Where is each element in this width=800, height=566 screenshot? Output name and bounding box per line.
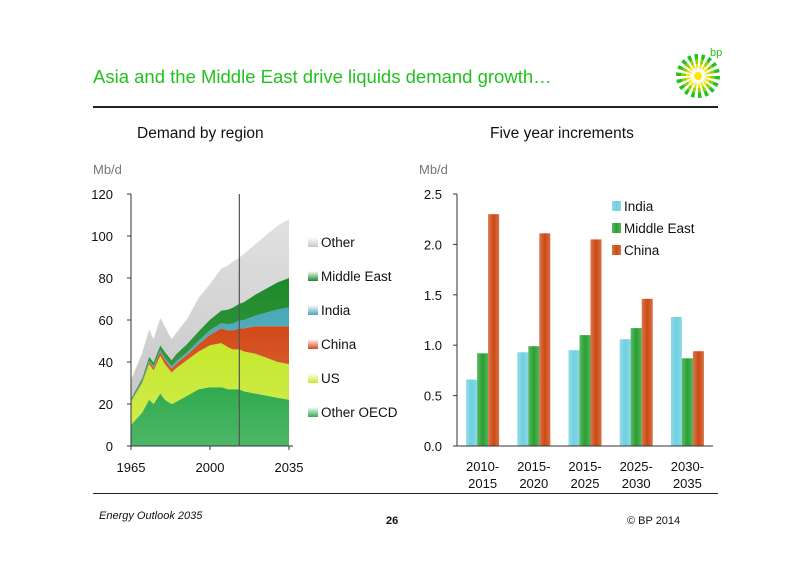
right-x-tick-label: 2010- [466, 459, 499, 474]
legend-label-china: China [321, 337, 357, 352]
bar-india [670, 317, 682, 446]
bar-middle-east [579, 335, 591, 446]
legend-swatch-india [612, 201, 621, 211]
copyright: © BP 2014 [627, 515, 681, 527]
right-y-tick-label: 2.0 [424, 237, 442, 252]
right-y-unit: Mb/d [419, 162, 448, 177]
left-y-tick-label: 20 [99, 397, 113, 412]
header-rule [93, 106, 718, 108]
left-y-unit: Mb/d [93, 162, 122, 177]
legend-label-middle-east: Middle East [321, 269, 392, 284]
right-x-tick-label: 2025 [571, 476, 600, 490]
page-number: 26 [386, 515, 399, 527]
area-india [131, 307, 289, 402]
bar-china [590, 239, 602, 446]
right-x-tick-label: 2015- [568, 459, 601, 474]
legend-swatch-us [308, 373, 318, 383]
demand-by-region-chart: Mb/d 0 20 40 60 80 100 120 1965 2000 2035 Other Midd… [91, 162, 398, 475]
right-x-tick-label: 2030 [622, 476, 651, 490]
bp-logo: bp [676, 47, 722, 98]
area-middle-east [131, 278, 289, 401]
right-chart-title: Five year increments [490, 125, 634, 142]
legend-swatch-middle-east [612, 223, 621, 233]
left-x-tick-label: 1965 [117, 460, 146, 475]
area-us [131, 343, 289, 425]
left-y-tick-label: 120 [91, 187, 113, 202]
legend-swatch-china [308, 339, 318, 349]
left-y-tick-label: 60 [99, 313, 113, 328]
bar-india [568, 350, 580, 446]
right-y-tick-label: 2.5 [424, 187, 442, 202]
left-y-tick-label: 80 [99, 271, 113, 286]
legend-label-other-oecd: Other OECD [321, 405, 398, 420]
left-y-tick-label: 40 [99, 355, 113, 370]
bar-china [641, 298, 653, 446]
right-x-tick-label: 2015- [517, 459, 550, 474]
right-y-tick-label: 1.5 [424, 288, 442, 303]
right-y-tick-label: 0.5 [424, 389, 442, 404]
bar-india [517, 352, 529, 446]
left-chart-title: Demand by region [137, 125, 264, 142]
legend-swatch-other-oecd [308, 407, 318, 417]
legend-label-other: Other [321, 235, 355, 250]
bar-india [619, 339, 631, 446]
left-x-tick-label: 2000 [196, 460, 225, 475]
legend-swatch-middle-east [308, 271, 318, 281]
left-y-tick-label: 100 [91, 229, 113, 244]
footer-publication: Energy Outlook 2035 [99, 510, 203, 522]
legend-label-us: US [321, 371, 340, 386]
left-y-tick-label: 0 [106, 439, 113, 454]
right-y-tick-label: 0.0 [424, 439, 442, 454]
legend-label-india: India [321, 303, 351, 318]
right-x-tick-label: 2020 [519, 476, 548, 490]
legend-swatch-china [612, 245, 621, 255]
legend-swatch-other [308, 237, 318, 247]
footer-rule [93, 493, 718, 494]
legend-label-middle-east: Middle East [624, 221, 695, 236]
right-x-tick-label: 2015 [468, 476, 497, 490]
right-x-tick-label: 2025- [620, 459, 653, 474]
bar-china [488, 214, 500, 446]
bar-middle-east [477, 353, 489, 446]
page-title: Asia and the Middle East drive liquids d… [93, 66, 552, 87]
legend-label-china: China [624, 243, 660, 258]
legend-swatch-india [308, 305, 318, 315]
right-x-tick-label: 2030- [671, 459, 704, 474]
right-y-tick-label: 1.0 [424, 338, 442, 353]
left-x-tick-label: 2035 [275, 460, 304, 475]
bar-china [539, 233, 551, 446]
bar-middle-east [630, 328, 642, 446]
bp-logo-text: bp [710, 47, 722, 59]
area-china [131, 326, 289, 402]
bar-middle-east [528, 346, 540, 446]
area-other-oecd [131, 387, 289, 446]
bar-middle-east [681, 358, 693, 446]
bar-china [692, 351, 704, 446]
area-other [131, 219, 289, 399]
legend-label-india: India [624, 199, 654, 214]
right-x-tick-label: 2035 [673, 476, 702, 490]
bar-india [466, 379, 478, 446]
